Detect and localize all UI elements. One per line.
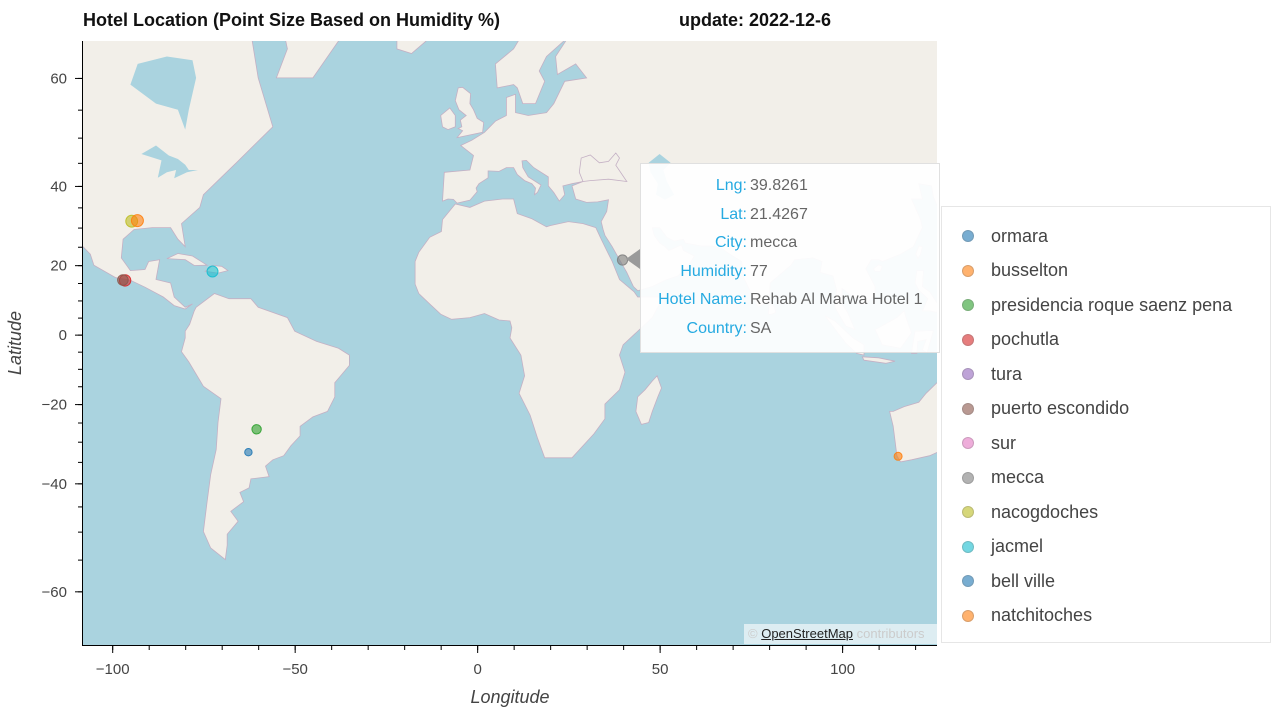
land-south-america	[181, 293, 350, 561]
great-lakes	[141, 145, 198, 179]
legend-label: bell ville	[991, 570, 1056, 591]
y-tick-label: 0	[59, 327, 67, 344]
x-tick-label: 0	[473, 661, 481, 678]
tooltip-key: Country:	[686, 320, 747, 337]
y-tick-label: −60	[42, 584, 67, 601]
legend-item-pochutla[interactable]: pochutla	[962, 325, 1059, 355]
land-ireland	[440, 107, 456, 131]
legend-swatch-icon	[962, 333, 974, 346]
legend-item-bell-ville[interactable]: bell ville	[962, 566, 1055, 596]
legend-label: jacmel	[991, 536, 1044, 556]
point-presidencia-roque-saenz-pena[interactable]	[251, 424, 262, 435]
hover-tooltip: Lng: 39.8261 Lat: 21.4267 City: mecca Humidity…	[640, 163, 940, 353]
land-british-isles	[454, 86, 485, 139]
legend-swatch-icon	[962, 506, 974, 518]
legend-item-presidencia-roque-saenz-pena[interactable]: presidencia roque saenz pena	[962, 290, 1232, 320]
map-attribution: © OpenStreetMap contributors	[744, 624, 937, 644]
legend-item-sur[interactable]: sur	[962, 428, 1016, 458]
axes: −100 −50 0 50 100 60 40 20 0 −20 −40 −60	[42, 41, 937, 678]
land-africa	[414, 198, 664, 459]
tooltip-value: 77	[750, 262, 768, 280]
legend-label: presidencia roque saenz pena	[991, 294, 1233, 315]
tooltip-row: Country: SA	[641, 320, 941, 342]
x-tick-label: 100	[830, 661, 855, 678]
legend-label: sur	[991, 432, 1017, 453]
legend: ormara busselton presidencia roque saenz p…	[941, 206, 1271, 643]
hudson-bay	[130, 56, 197, 130]
point-puerto-escondido[interactable]	[117, 274, 129, 286]
openstreetmap-link[interactable]: OpenStreetMap	[761, 626, 853, 641]
tooltip-value: 21.4267	[750, 205, 808, 223]
tooltip-pointer-icon	[626, 249, 640, 269]
legend-label: nacogdoches	[991, 501, 1099, 522]
tooltip-row: Lng: 39.8261	[641, 177, 941, 199]
tooltip-key: City:	[715, 234, 747, 252]
legend-label: busselton	[991, 260, 1069, 280]
points-layer[interactable]	[117, 214, 903, 461]
legend-swatch-icon	[962, 540, 974, 553]
x-axis-label: Longitude	[470, 687, 549, 707]
legend-label: natchitoches	[991, 605, 1093, 625]
y-tick-label: 20	[50, 258, 67, 275]
point-jacmel[interactable]	[206, 265, 219, 278]
legend-label: puerto escondido	[991, 398, 1130, 418]
tooltip-value: mecca	[750, 234, 798, 252]
legend-label: mecca	[991, 467, 1045, 487]
land-iceland	[396, 41, 427, 54]
land-cuba	[166, 253, 209, 266]
y-tick-label: 40	[50, 178, 67, 195]
legend-swatch-icon	[962, 264, 974, 277]
attribution-suffix: contributors	[856, 626, 925, 641]
legend-swatch-icon	[962, 402, 974, 415]
tooltip-value: 39.8261	[750, 177, 808, 194]
legend-item-puerto-escondido[interactable]: puerto escondido	[962, 394, 1129, 424]
tooltip-row: City: mecca	[641, 234, 941, 256]
legend-label: tura	[991, 363, 1023, 384]
legend-item-mecca[interactable]: mecca	[962, 463, 1044, 493]
legend-item-nacogdoches[interactable]: nacogdoches	[962, 497, 1098, 527]
land-australia	[889, 382, 937, 463]
legend-swatch-icon	[962, 437, 974, 449]
land-madagascar	[635, 375, 662, 425]
tooltip-row: Humidity: 77	[641, 263, 941, 285]
tooltip-key: Hotel Name:	[658, 291, 747, 309]
legend-item-jacmel[interactable]: jacmel	[962, 532, 1043, 562]
legend-item-tura[interactable]: tura	[962, 359, 1022, 389]
legend-label: pochutla	[991, 329, 1060, 349]
legend-swatch-icon	[962, 299, 974, 311]
legend-swatch-icon	[962, 368, 974, 380]
land-greenland	[275, 41, 340, 79]
plot-title: Hotel Location (Point Size Based on Humi…	[83, 10, 501, 30]
tooltip-row: Lat: 21.4267	[641, 206, 941, 228]
y-tick-label: 60	[50, 70, 67, 87]
x-tick-label: −100	[96, 661, 130, 678]
legend-item-ormara[interactable]: ormara	[962, 221, 1048, 251]
legend-swatch-icon	[962, 471, 974, 484]
point-busselton[interactable]	[893, 451, 903, 461]
y-axis-label: Latitude	[5, 311, 25, 375]
x-tick-label: 50	[652, 661, 669, 678]
y-tick-label: −40	[42, 476, 67, 493]
update-date: update: 2022-12-6	[679, 10, 832, 30]
legend-swatch-icon	[962, 609, 974, 622]
legend-item-busselton[interactable]: busselton	[962, 256, 1068, 286]
point-natchitoches[interactable]	[130, 214, 144, 228]
legend-label: ormara	[991, 225, 1049, 246]
legend-swatch-icon	[962, 575, 974, 587]
legend-item-natchitoches[interactable]: natchitoches	[962, 601, 1092, 631]
tooltip-value: SA	[750, 320, 772, 337]
tooltip-key: Lat:	[720, 205, 747, 223]
copyright-symbol: ©	[748, 626, 758, 641]
point-bell-ville[interactable]	[244, 448, 253, 457]
y-tick-label: −20	[42, 397, 67, 414]
tooltip-value: Rehab Al Marwa Hotel 1	[750, 291, 923, 309]
legend-swatch-icon	[962, 230, 974, 242]
tooltip-row: Hotel Name: Rehab Al Marwa Hotel 1	[641, 291, 941, 313]
x-tick-label: −50	[282, 661, 307, 678]
tooltip-key: Humidity:	[680, 262, 747, 280]
land-java	[861, 356, 896, 364]
tooltip-key: Lng:	[715, 177, 747, 194]
